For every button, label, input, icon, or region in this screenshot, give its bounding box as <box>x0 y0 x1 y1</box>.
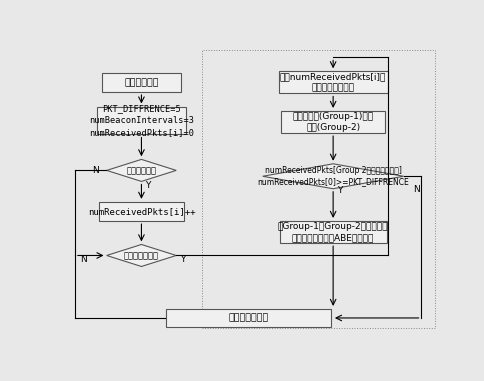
Text: 分析周期开始: 分析周期开始 <box>124 78 158 87</box>
FancyBboxPatch shape <box>97 107 185 134</box>
FancyBboxPatch shape <box>99 202 183 221</box>
Text: 收到数据帧？: 收到数据帧？ <box>126 166 156 175</box>
Text: 信标帧正常组帧: 信标帧正常组帧 <box>228 314 268 322</box>
Text: 构造分组一(Group-1)和分
组二(Group-2): 构造分组一(Group-1)和分 组二(Group-2) <box>292 112 373 132</box>
Text: Y: Y <box>145 181 150 190</box>
Polygon shape <box>262 164 403 189</box>
Text: N: N <box>80 255 87 264</box>
FancyBboxPatch shape <box>278 71 387 93</box>
Text: numReceivedPkts[i]++: numReceivedPkts[i]++ <box>88 207 195 216</box>
FancyBboxPatch shape <box>102 73 181 92</box>
Text: 把Group-1和Group-2中的节点数
和地址信息写入到ABE描述字段: 把Group-1和Group-2中的节点数 和地址信息写入到ABE描述字段 <box>277 222 388 242</box>
Text: Y: Y <box>336 186 342 195</box>
Text: N: N <box>413 185 420 194</box>
FancyBboxPatch shape <box>166 309 331 327</box>
Text: Y: Y <box>180 255 185 264</box>
Text: N: N <box>92 166 99 175</box>
Text: 按照numReceivedPkts[i]的
大小进行升序排列: 按照numReceivedPkts[i]的 大小进行升序排列 <box>279 72 386 93</box>
Polygon shape <box>106 159 176 181</box>
FancyBboxPatch shape <box>279 221 386 243</box>
FancyBboxPatch shape <box>281 111 384 133</box>
Text: 分析周期完成？: 分析周期完成？ <box>124 251 159 260</box>
Text: PKT_DIFFRENCE=5
numBeaconIntervals=3
numReceivedPkts[i]=0: PKT_DIFFRENCE=5 numBeaconIntervals=3 num… <box>89 104 194 137</box>
Polygon shape <box>106 245 176 266</box>
Text: numReceivedPkts[Group 2中的第一个元素]
numReceivedPkts[0]>=PKT_DIFFRENCE: numReceivedPkts[Group 2中的第一个元素] numRecei… <box>257 166 408 186</box>
